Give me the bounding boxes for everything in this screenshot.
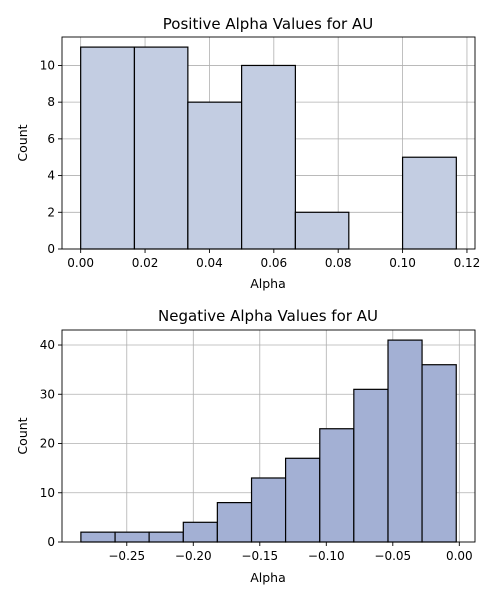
histogram-bar [80, 46, 136, 250]
histogram-bar [216, 502, 253, 543]
x-ticks: 0.00 0.02 0.04 0.06 0.08 0.10 0.12 [67, 249, 480, 270]
histogram-bar [401, 156, 457, 250]
x-tick-label: 0.02 [132, 256, 159, 270]
y-tick-label: 0 [47, 535, 55, 549]
x-tick-label: 0.08 [325, 256, 352, 270]
x-tick-label: −0.05 [374, 549, 411, 563]
y-ticks: 0 10 20 30 40 [40, 338, 62, 549]
y-axis-label: Count [15, 124, 30, 161]
y-ticks: 0 2 4 6 8 10 [40, 58, 62, 256]
x-axis-label: Alpha [250, 570, 286, 585]
y-tick-label: 4 [47, 169, 55, 183]
plot-frame [61, 36, 476, 250]
y-tick-label: 8 [47, 95, 55, 109]
histogram-bar [187, 101, 243, 250]
negative-alpha-panel: Negative Alpha Values for AU Alpha Count… [15, 307, 476, 585]
y-tick-label: 10 [40, 58, 55, 72]
histogram-bar [284, 457, 321, 543]
x-tick-label: −0.15 [241, 549, 278, 563]
plot-frame [61, 329, 476, 543]
x-tick-label: 0.00 [67, 256, 94, 270]
bars [80, 46, 457, 250]
histogram-bar [387, 339, 423, 543]
histogram-bar [148, 531, 184, 543]
histogram-bar [294, 211, 350, 250]
histogram-bar [319, 428, 355, 543]
histogram-bar [421, 364, 457, 543]
x-tick-label: 0.12 [454, 256, 481, 270]
histogram-bar [133, 46, 189, 250]
x-tick-label: 0.00 [446, 549, 473, 563]
x-axis-label: Alpha [250, 276, 286, 291]
x-tick-label: 0.06 [260, 256, 287, 270]
x-tick-label: 0.04 [196, 256, 223, 270]
y-tick-label: 20 [40, 437, 55, 451]
histogram-bar [241, 64, 296, 250]
y-tick-label: 6 [47, 132, 55, 146]
x-tick-label: 0.10 [389, 256, 416, 270]
bars [80, 339, 457, 543]
histogram-bar [250, 477, 287, 543]
histogram-bar [114, 531, 150, 543]
chart-title: Positive Alpha Values for AU [163, 15, 373, 33]
y-tick-label: 0 [47, 242, 55, 256]
y-tick-label: 40 [40, 338, 55, 352]
histogram-bar [182, 521, 218, 543]
histogram-bar [80, 531, 116, 543]
y-tick-label: 2 [47, 205, 55, 219]
x-tick-label: −0.20 [175, 549, 212, 563]
x-tick-label: −0.10 [308, 549, 345, 563]
positive-alpha-panel: Positive Alpha Values for AU Alpha Count… [15, 15, 480, 291]
x-ticks: −0.25 −0.20 −0.15 −0.10 −0.05 0.00 [108, 542, 473, 563]
y-tick-label: 30 [40, 387, 55, 401]
x-tick-label: −0.25 [108, 549, 145, 563]
chart-title: Negative Alpha Values for AU [158, 307, 378, 325]
y-axis-label: Count [15, 417, 30, 454]
histogram-bar [353, 388, 389, 543]
y-tick-label: 10 [40, 486, 55, 500]
